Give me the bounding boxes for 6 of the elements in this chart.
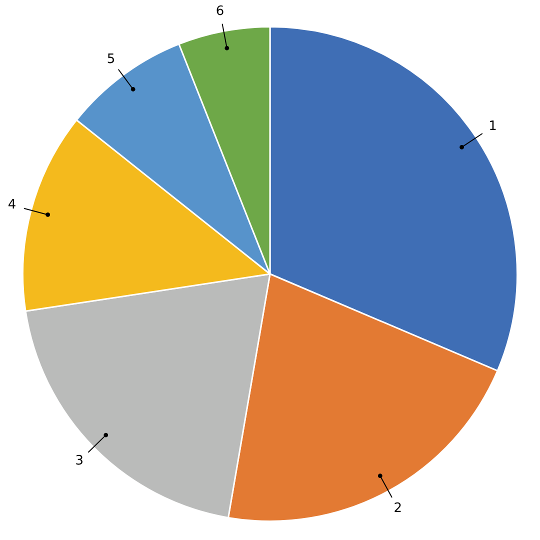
slice-label: 6	[216, 4, 224, 20]
slice-label: 3	[75, 453, 84, 468]
slice-label: 5	[106, 52, 116, 67]
slice-label: 4	[8, 198, 16, 213]
slice-label: 1	[488, 119, 497, 134]
slice-label: 2	[394, 500, 402, 516]
